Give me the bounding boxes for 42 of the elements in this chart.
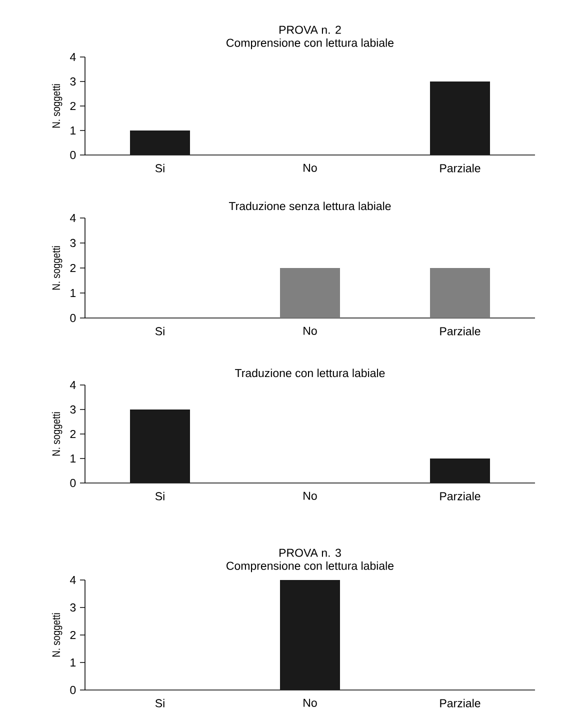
y-axis-title: N. soggetti [52,412,62,456]
y-tick-label: 1 [70,289,76,297]
y-axis-title: N. soggetti [52,246,62,290]
y-tick-label: 0 [70,150,76,160]
y-axis-title: N. soggetti [52,84,62,128]
y-tick-label: 3 [70,77,76,86]
y-tick-label: 2 [70,102,76,110]
x-tick-label: Si [155,492,164,500]
y-tick-label: 0 [70,686,76,694]
x-tick-label: Si [155,164,164,172]
x-tick-label: No [304,164,317,172]
chart-title: Traduzione con lettura labiale [235,368,385,378]
y-tick-label: 0 [70,314,76,322]
x-tick-label: Parziale [440,326,480,336]
x-tick-label: No [304,326,317,335]
y-axis-title: N. soggetti [52,613,62,657]
chart-title: Traduzione senza lettura labiale [228,202,391,210]
y-tick-label: 4 [70,381,76,389]
y-tick-label: 4 [70,214,76,222]
x-tick-label: Parziale [440,164,480,172]
x-tick-label: No [304,492,317,500]
chart-title: PROVA n. 2 [280,26,341,34]
x-tick-label: No [304,698,317,707]
y-tick-label: 1 [70,126,76,134]
y-tick-label: 2 [70,430,76,438]
x-tick-label: Parziale [440,492,480,500]
y-tick-label: 3 [70,238,76,248]
y-tick-label: 4 [70,576,76,584]
y-tick-label: 1 [70,454,76,462]
x-tick-label: Si [155,698,164,708]
x-tick-label: Parziale [440,698,480,708]
chart-subtitle: Comprensione con lettura labiale [226,561,394,572]
y-tick-label: 4 [70,53,76,61]
chart-subtitle: Comprensione con lettura labiale [226,38,394,50]
y-tick-label: 3 [70,603,76,612]
x-tick-label: Si [155,326,164,336]
y-tick-label: 2 [70,630,76,640]
y-tick-label: 3 [70,405,76,414]
chart-title: PROVA n. 3 [280,548,341,557]
y-tick-label: 0 [70,478,76,488]
y-tick-label: 1 [70,658,76,666]
y-tick-label: 2 [70,264,76,272]
